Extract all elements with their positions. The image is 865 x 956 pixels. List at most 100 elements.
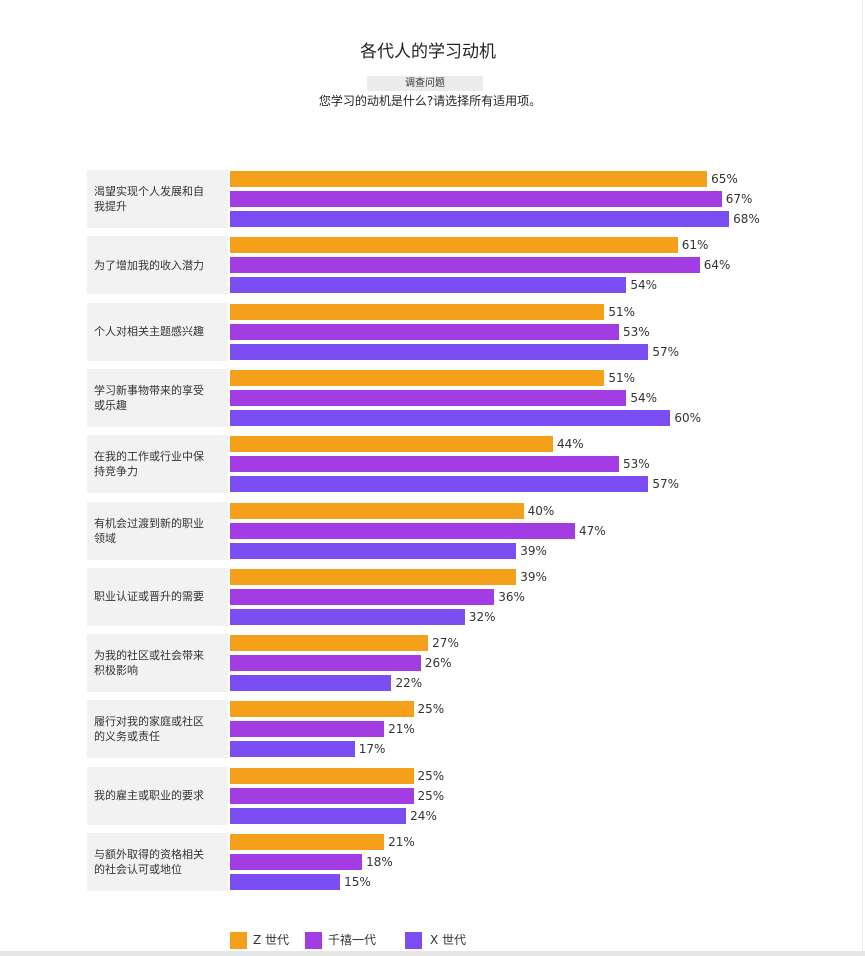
value-suffix: % bbox=[689, 410, 702, 425]
value-number: 39 bbox=[520, 569, 536, 584]
bar-gen-z bbox=[230, 767, 414, 784]
value-label-millennials: 67% bbox=[726, 191, 753, 207]
bar-millennials bbox=[230, 522, 575, 539]
bar-gen-z bbox=[230, 436, 553, 453]
bar-gen-z bbox=[230, 237, 678, 254]
category-label: 与额外取得的资格相关的社会认可或地位 bbox=[94, 848, 204, 876]
value-suffix: % bbox=[403, 835, 415, 849]
bar-gen-x bbox=[230, 211, 730, 227]
value-number: 47 bbox=[578, 523, 595, 538]
value-label-gen-x: 24% bbox=[410, 808, 437, 824]
value-suffix: % bbox=[741, 192, 753, 206]
value-suffix: % bbox=[645, 390, 658, 405]
value-suffix: % bbox=[667, 344, 680, 359]
value-suffix: % bbox=[440, 656, 452, 671]
value-label-millennials: 36% bbox=[498, 589, 525, 605]
value-suffix: % bbox=[594, 523, 606, 538]
value-number: 17 bbox=[358, 742, 375, 757]
value-number: 40 bbox=[527, 503, 543, 518]
value-label-gen-z: 61% bbox=[682, 237, 709, 253]
value-label-gen-x: 15% bbox=[344, 874, 371, 890]
value-label-gen-x: 32% bbox=[469, 609, 496, 625]
value-label-gen-x: 57% bbox=[652, 344, 679, 360]
category-label-box: 与额外取得的资格相关的社会认可或地位 bbox=[87, 833, 228, 891]
value-number: 15 bbox=[344, 875, 360, 889]
value-number: 57 bbox=[652, 344, 668, 359]
bar-gen-x bbox=[230, 874, 341, 890]
value-number: 32 bbox=[468, 609, 485, 624]
bar-gen-z bbox=[230, 701, 414, 718]
value-suffix: % bbox=[667, 477, 680, 492]
value-label-gen-x: 68% bbox=[733, 211, 760, 227]
category-label-box: 学习新事物带来的享受或乐趣 bbox=[87, 368, 228, 427]
value-label-gen-x: 54% bbox=[630, 277, 657, 293]
value-label-millennials: 54% bbox=[630, 390, 657, 406]
bar-gen-z bbox=[230, 303, 605, 320]
value-number: 64 bbox=[703, 258, 720, 273]
value-suffix: % bbox=[697, 238, 709, 253]
legend-swatch-millennials bbox=[305, 932, 322, 949]
category-label-box: 渴望实现个人发展和自我提升 bbox=[87, 170, 228, 228]
value-suffix: % bbox=[535, 543, 547, 558]
value-number: 24 bbox=[410, 808, 426, 823]
bar-millennials bbox=[230, 854, 363, 870]
value-label-millennials: 21% bbox=[388, 721, 415, 737]
value-suffix: % bbox=[403, 722, 415, 737]
value-suffix: % bbox=[447, 636, 459, 651]
value-number: 25 bbox=[417, 788, 433, 803]
bar-gen-z bbox=[230, 635, 429, 652]
bar-millennials bbox=[230, 323, 620, 340]
category-label-box: 有机会过渡到新的职业领域 bbox=[87, 501, 228, 560]
category-label-box: 履行对我的家庭或社区的义务或责任 bbox=[87, 700, 228, 759]
bar-gen-z bbox=[230, 502, 524, 519]
bar-gen-z bbox=[230, 369, 605, 386]
value-number: 25 bbox=[417, 768, 433, 783]
bar-millennials bbox=[230, 257, 700, 274]
frame-bottom-edge bbox=[0, 951, 865, 956]
value-label-gen-z: 51% bbox=[608, 304, 635, 320]
value-label-gen-z: 51% bbox=[608, 370, 635, 386]
bar-gen-z bbox=[230, 834, 385, 850]
value-number: 57 bbox=[652, 477, 668, 492]
value-number: 27 bbox=[432, 636, 448, 651]
value-label-gen-x: 57% bbox=[652, 476, 679, 492]
category-label-box: 在我的工作或行业中保持竞争力 bbox=[87, 435, 228, 494]
category-label-box: 为我的社区或社会带来积极影响 bbox=[87, 634, 228, 693]
value-suffix: % bbox=[374, 742, 386, 757]
value-suffix: % bbox=[432, 788, 445, 803]
bar-millennials bbox=[230, 389, 627, 406]
value-label-gen-z: 65% bbox=[711, 171, 738, 187]
value-number: 51 bbox=[608, 370, 624, 385]
legend-swatch-gen-z bbox=[230, 932, 247, 949]
value-suffix: % bbox=[572, 437, 584, 452]
bar-gen-x bbox=[230, 277, 627, 294]
category-label: 职业认证或晋升的需要 bbox=[94, 590, 204, 604]
survey-question: 您学习的动机是什么?请选择所有适用项。 bbox=[318, 94, 542, 108]
value-label-gen-z: 25% bbox=[418, 701, 445, 717]
category-label-box: 我的雇主或职业的要求 bbox=[87, 766, 228, 825]
value-suffix: % bbox=[359, 875, 371, 889]
value-number: 53 bbox=[623, 324, 639, 339]
value-suffix: % bbox=[535, 569, 547, 584]
value-label-millennials: 25% bbox=[418, 788, 445, 804]
category-label: 在我的工作或行业中保持竞争力 bbox=[94, 450, 204, 479]
value-number: 54 bbox=[630, 278, 646, 293]
frame-right-edge bbox=[862, 0, 863, 951]
value-number: 54 bbox=[630, 390, 646, 405]
value-number: 21 bbox=[388, 835, 404, 849]
value-number: 61 bbox=[681, 238, 698, 253]
value-number: 44 bbox=[556, 437, 573, 452]
bar-gen-x bbox=[230, 409, 671, 426]
bar-millennials bbox=[230, 787, 414, 804]
survey-question-tag: 调查问题 bbox=[367, 76, 483, 91]
value-label-gen-z: 21% bbox=[388, 834, 415, 850]
value-number: 22 bbox=[395, 676, 411, 691]
value-label-gen-z: 40% bbox=[528, 503, 555, 519]
bar-gen-x bbox=[230, 741, 355, 758]
bar-gen-z bbox=[230, 568, 517, 585]
value-suffix: % bbox=[381, 855, 393, 869]
bar-millennials bbox=[230, 721, 385, 738]
value-suffix: % bbox=[513, 589, 525, 604]
value-label-gen-z: 39% bbox=[520, 569, 547, 585]
